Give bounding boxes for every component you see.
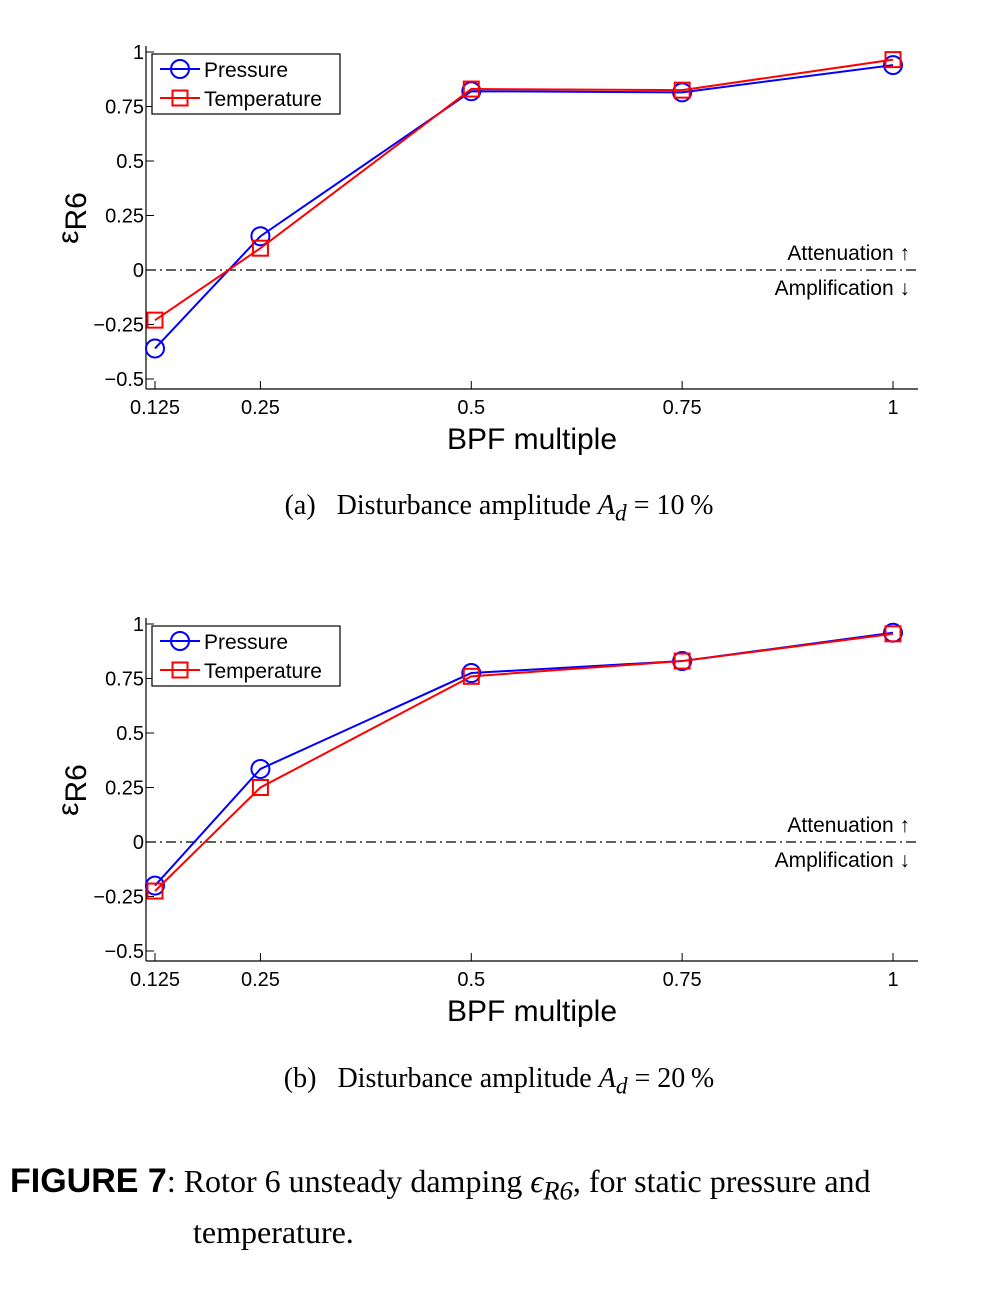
amplification-label: Amplification ↓: [775, 277, 910, 300]
y-axis-title-sub: R6: [60, 192, 93, 230]
series-line-temperature: [154, 632, 894, 892]
y-tick-label: 0.25: [105, 778, 144, 800]
figure-label: FIGURE 7: [10, 1162, 167, 1200]
marker-pressure: [883, 55, 903, 76]
legend-marker-pressure: [170, 59, 190, 79]
figure-colon: :: [166, 1163, 176, 1199]
legend-box: [151, 625, 341, 687]
marker-temperature: [884, 625, 902, 643]
marker-pressure: [250, 758, 271, 779]
y-axis-title-symbol: ε: [52, 802, 85, 815]
x-tick-label: 0.125: [130, 969, 180, 991]
y-axis-title: εR6: [52, 764, 93, 816]
chart-a: 1 0.75 0.5 0.25 0 −0.25 −0.5 0.125 0.25 0.5 0.75 1 B…: [52, 42, 918, 456]
caption-a: (a) Disturbance amplitude Ad = 10 %: [0, 490, 998, 528]
x-tick-label: 1: [887, 397, 898, 419]
x-tick-label: 1: [887, 969, 898, 991]
y-tick-label: 0.75: [105, 669, 144, 691]
amplification-label: Amplification ↓: [775, 849, 910, 872]
y-tick-label: 0.5: [116, 723, 144, 745]
y-tick-label: 0.25: [105, 206, 144, 228]
legend: Pressure Temperature: [151, 53, 341, 115]
marker-temperature: [884, 51, 902, 69]
y-tick-label: 0: [133, 260, 144, 282]
marker-temperature: [462, 667, 480, 685]
caption-a-var: A: [597, 490, 616, 521]
x-tick-label: 0.25: [241, 969, 280, 991]
caption-a-sub: d: [615, 500, 627, 527]
chart-b: 1 0.75 0.5 0.25 0 −0.25 −0.5 0.125 0.25 0.5 0.75 1 B…: [52, 614, 918, 1028]
marker-temperature: [673, 652, 691, 670]
x-tick-label: 0.75: [663, 397, 702, 419]
figure-text-after: , for static pressure and: [572, 1163, 871, 1199]
y-tick-label: −0.25: [93, 315, 144, 337]
figure-symbol-sub: R6: [543, 1175, 573, 1206]
caption-a-text: Disturbance amplitude: [336, 490, 591, 521]
caption-a-letter: (a): [284, 490, 316, 521]
y-axis-title: εR6: [52, 192, 93, 244]
caption-b-sub: d: [615, 1073, 628, 1100]
caption-b-eq: = 20 %: [634, 1063, 715, 1094]
caption-b-var: A: [598, 1063, 616, 1094]
legend-marker-temperature: [171, 89, 189, 107]
legend-marker-pressure: [170, 631, 190, 651]
figure-symbol: ϵ: [530, 1163, 544, 1199]
figure-caption: FIGURE 7: Rotor 6 unsteady damping ϵR6, …: [10, 1160, 990, 1253]
marker-temperature: [146, 882, 164, 900]
x-axis-title: BPF multiple: [447, 995, 617, 1028]
marker-temperature: [462, 80, 480, 98]
legend-label-temperature: Temperature: [204, 88, 322, 111]
y-tick-label: 1: [133, 42, 144, 64]
figure-text-line2: temperature.: [193, 1214, 354, 1251]
y-tick-label: −0.5: [105, 369, 144, 391]
y-tick-label: −0.25: [93, 887, 144, 909]
y-tick-label: 0: [133, 832, 144, 854]
legend-label-pressure: Pressure: [204, 631, 288, 654]
caption-b: (b) Disturbance amplitude Ad = 20 %: [0, 1063, 998, 1101]
series-line-pressure: [154, 64, 894, 350]
y-axis-title-sub: R6: [60, 764, 93, 802]
legend-label-temperature: Temperature: [204, 660, 322, 683]
attenuation-label: Attenuation ↑: [787, 814, 910, 837]
x-tick-label: 0.25: [241, 397, 280, 419]
series-line-temperature: [154, 58, 894, 321]
marker-pressure: [461, 663, 482, 684]
caption-b-letter: (b): [283, 1063, 317, 1094]
legend: Pressure Temperature: [151, 625, 341, 687]
y-tick-label: 0.75: [105, 97, 144, 119]
marker-temperature: [251, 779, 269, 796]
y-tick-label: 1: [133, 614, 144, 636]
y-axis-title-symbol: ε: [52, 230, 85, 243]
marker-temperature: [251, 239, 269, 257]
marker-pressure: [145, 338, 165, 359]
marker-temperature: [146, 311, 164, 329]
x-tick-label: 0.75: [663, 969, 702, 991]
legend-label-pressure: Pressure: [204, 59, 288, 82]
legend-marker-temperature: [171, 661, 189, 679]
figure-text-before: Rotor 6 unsteady damping: [183, 1163, 523, 1199]
marker-temperature: [673, 81, 691, 99]
x-tick-label: 0.125: [130, 397, 180, 419]
marker-pressure: [145, 875, 165, 896]
legend-box: [151, 53, 341, 115]
marker-pressure: [250, 226, 271, 247]
attenuation-label: Attenuation ↑: [787, 242, 910, 265]
x-axis-title: BPF multiple: [447, 423, 617, 456]
caption-b-text: Disturbance amplitude: [337, 1063, 592, 1094]
y-tick-label: −0.5: [105, 941, 144, 963]
y-tick-label: 0.5: [116, 151, 144, 173]
x-tick-label: 0.5: [457, 969, 485, 991]
caption-a-eq: = 10 %: [633, 490, 714, 521]
x-tick-label: 0.5: [457, 397, 485, 419]
